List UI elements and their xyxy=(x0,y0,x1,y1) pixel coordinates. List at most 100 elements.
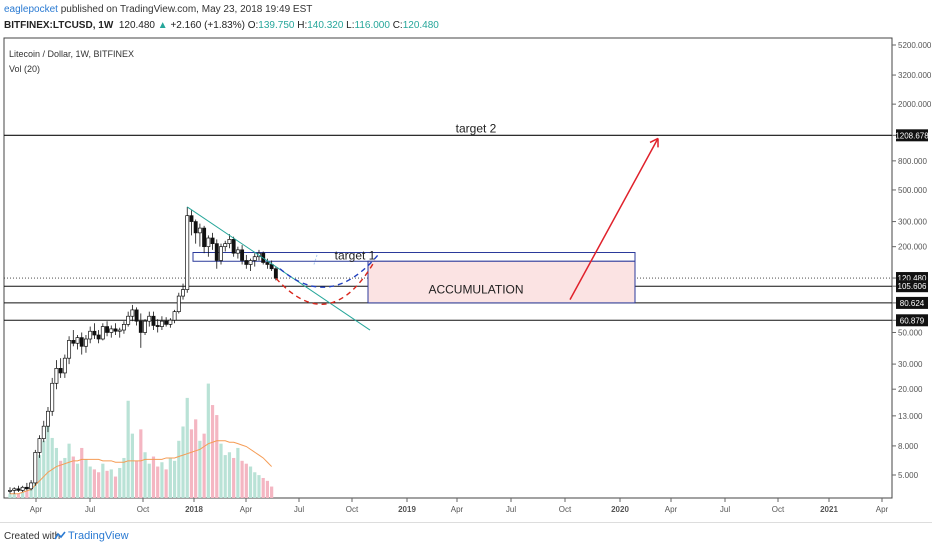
volume-bar xyxy=(21,492,25,498)
y-tick-label: 5.000 xyxy=(898,471,919,480)
x-tick-label: Apr xyxy=(665,505,678,514)
y-label-badge xyxy=(896,296,928,309)
candle-body xyxy=(92,330,97,336)
candle-body xyxy=(20,486,25,491)
volume-bar xyxy=(177,440,181,498)
price-chart[interactable]: Litecoin / Dollar, 1W, BITFINEX Vol (20)… xyxy=(0,0,932,522)
volume-bar xyxy=(244,463,248,498)
candle-body xyxy=(240,249,245,261)
volume-bar xyxy=(151,456,156,498)
x-tick-label: Apr xyxy=(30,505,43,514)
symbol-info: BITFINEX:LTCUSD, 1W 120.480 ▲ +2.160 (+1… xyxy=(4,20,439,31)
y-tick-label: 5200.000 xyxy=(898,41,932,50)
candle-body xyxy=(210,237,215,244)
candle-body xyxy=(172,311,177,321)
candle-body xyxy=(227,239,232,244)
volume-bar xyxy=(59,460,63,498)
candle-body xyxy=(168,319,173,325)
volume-bar xyxy=(101,463,105,498)
volume-bar xyxy=(168,457,172,498)
candle-body xyxy=(248,260,253,265)
x-tick-label: Oct xyxy=(137,505,150,514)
volume-bar xyxy=(139,429,143,498)
close-label: C: xyxy=(392,20,403,31)
candle-body xyxy=(121,324,126,331)
candle-body xyxy=(130,309,135,317)
x-tick-label: Apr xyxy=(451,505,464,514)
volume-bar xyxy=(181,426,185,498)
candle-body xyxy=(138,320,143,333)
candle-body xyxy=(202,227,207,248)
candle-body xyxy=(62,357,67,374)
volume-bar xyxy=(143,452,147,498)
volume-bar xyxy=(240,460,244,498)
candle-body xyxy=(100,326,105,340)
volume-bar xyxy=(80,447,84,498)
volume-bar xyxy=(50,437,54,498)
price-change: +2.160 (+1.83%) xyxy=(170,20,245,31)
candle-body xyxy=(206,237,211,248)
blue-dashed-arc xyxy=(279,254,379,288)
candle-body xyxy=(151,315,156,326)
volume-bar xyxy=(206,383,210,498)
open-value: 139.750 xyxy=(258,20,295,31)
y-tick-label: 60.879 xyxy=(900,316,925,325)
downtrend-line xyxy=(186,206,371,331)
candle-body xyxy=(71,340,76,344)
candle-body xyxy=(109,328,114,333)
y-tick-label: 800.000 xyxy=(898,157,927,166)
published-text: published on TradingView.com, May 23, 20… xyxy=(60,4,313,15)
candle-body xyxy=(189,215,194,222)
y-tick-label: 500.000 xyxy=(898,186,927,195)
candle-body xyxy=(252,256,257,261)
volume-bar xyxy=(261,477,265,498)
last-price: 120.480 xyxy=(118,20,155,31)
candle-body xyxy=(41,425,46,439)
candle-body xyxy=(79,337,84,347)
volume-bar xyxy=(75,463,80,498)
candle-body xyxy=(8,490,12,492)
candle-body xyxy=(273,268,278,279)
volume-bar xyxy=(8,493,12,498)
candle-body xyxy=(113,328,118,332)
volume-bar xyxy=(42,440,46,498)
y-label-badge xyxy=(896,280,928,293)
y-tick-label: 20.000 xyxy=(898,385,923,394)
candle-body xyxy=(24,486,29,490)
chart-title: Litecoin / Dollar, 1W, BITFINEX xyxy=(9,49,134,59)
candle-body xyxy=(37,438,42,453)
candle-body xyxy=(58,368,63,374)
candle-body xyxy=(84,338,88,347)
volume-bar xyxy=(215,415,219,498)
volume-bar xyxy=(198,440,202,498)
x-tick-label: 2019 xyxy=(398,505,416,514)
volume-bar xyxy=(253,472,257,498)
volume-bar xyxy=(223,455,227,498)
low-label: L: xyxy=(346,20,355,31)
author-link[interactable]: eaglepocket xyxy=(4,4,58,15)
volume-bar xyxy=(126,400,130,498)
candle-body xyxy=(164,320,169,325)
y-tick-label: 120.480 xyxy=(898,274,927,283)
candle-body xyxy=(134,309,139,322)
x-tick-label: Oct xyxy=(772,505,785,514)
candle-body xyxy=(33,452,38,484)
tradingview-logo-icon xyxy=(54,531,66,540)
footer: Created with TradingView xyxy=(0,522,932,551)
tradingview-brand-link[interactable]: TradingView xyxy=(68,530,129,542)
volume-bar xyxy=(12,493,16,498)
x-tick-label: Oct xyxy=(346,505,359,514)
candle-body xyxy=(29,482,34,490)
target-arrow-line xyxy=(569,138,659,300)
x-tick-label: 2020 xyxy=(611,505,629,514)
volume-bar xyxy=(185,397,189,498)
volume-bar xyxy=(92,469,96,498)
volume-bar xyxy=(265,480,270,498)
candle-body xyxy=(193,221,198,234)
volume-bar xyxy=(46,426,50,498)
candle-body xyxy=(12,488,17,491)
x-tick-label: Jul xyxy=(294,505,304,514)
high-value: 140.320 xyxy=(307,20,344,31)
volume-bar xyxy=(113,476,118,498)
y-tick-label: 200.000 xyxy=(898,243,927,252)
